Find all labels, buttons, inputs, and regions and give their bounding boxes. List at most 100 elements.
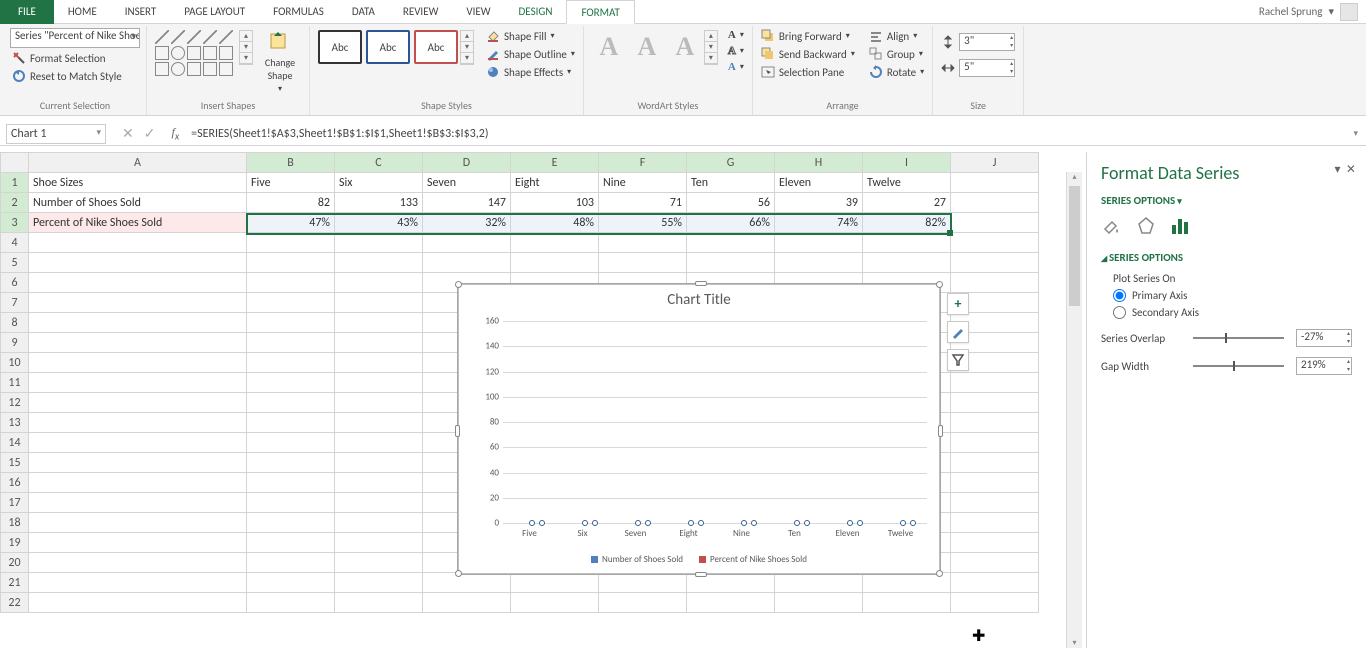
legend-item[interactable]: Number of Shoes Sold bbox=[591, 554, 683, 565]
shape-fill-button[interactable]: Shape Fill▾ bbox=[484, 28, 577, 44]
tab-design[interactable]: DESIGN bbox=[505, 0, 567, 24]
group-arrange: Bring Forward▾ Send Backward▾ Selection … bbox=[753, 26, 933, 115]
name-box[interactable]: Chart 1 bbox=[6, 124, 106, 144]
shape-style-preset[interactable]: Abc bbox=[318, 30, 362, 64]
group-label: WordArt Styles bbox=[590, 97, 746, 113]
chart-element-dropdown[interactable]: Series "Percent of Nike Shoes Sold" bbox=[10, 28, 140, 48]
effects-icon[interactable] bbox=[1135, 215, 1157, 237]
text-fill-button[interactable]: A▾ bbox=[726, 28, 746, 42]
tab-format[interactable]: FORMAT bbox=[566, 0, 634, 24]
change-shape-button[interactable]: Change Shape▾ bbox=[257, 28, 303, 96]
pane-section-header[interactable]: SERIES OPTIONS bbox=[1101, 251, 1352, 264]
rotate-button[interactable]: Rotate▾ bbox=[867, 64, 926, 80]
change-shape-icon bbox=[268, 30, 292, 54]
send-backward-icon bbox=[761, 47, 775, 61]
tab-file[interactable]: FILE bbox=[0, 0, 54, 24]
cursor-icon: ✚ bbox=[972, 626, 988, 642]
overlap-label: Series Overlap bbox=[1101, 332, 1181, 345]
plot-on-label: Plot Series On bbox=[1113, 272, 1352, 285]
shapes-gallery[interactable] bbox=[153, 28, 235, 78]
tab-page-layout[interactable]: PAGE LAYOUT bbox=[170, 0, 259, 24]
fx-icon[interactable]: fx bbox=[165, 125, 185, 142]
wordart-preset[interactable]: A bbox=[591, 29, 627, 65]
series-options-icon[interactable] bbox=[1169, 215, 1191, 237]
chart-filters-button[interactable] bbox=[947, 349, 969, 371]
group-label: Current Selection bbox=[10, 97, 140, 113]
worksheet-grid[interactable]: ABCDEFGHIJ1Shoe SizesFiveSixSevenEightNi… bbox=[0, 152, 1082, 648]
pen-icon bbox=[486, 47, 500, 61]
bring-forward-button[interactable]: Bring Forward▾ bbox=[759, 28, 857, 44]
format-selection-button[interactable]: Format Selection bbox=[10, 50, 140, 66]
format-selection-icon bbox=[12, 51, 26, 65]
tab-view[interactable]: VIEW bbox=[452, 0, 504, 24]
chart-title[interactable]: Chart Title bbox=[459, 285, 939, 315]
group-icon bbox=[869, 47, 883, 61]
expand-formula-bar[interactable]: ▾ bbox=[1345, 128, 1366, 139]
tab-review[interactable]: REVIEW bbox=[389, 0, 453, 24]
align-button[interactable]: Align▾ bbox=[867, 28, 926, 44]
group-label: Shape Styles bbox=[316, 97, 577, 113]
pane-title: Format Data Series bbox=[1101, 162, 1352, 184]
cancel-formula-icon[interactable]: ✕ bbox=[122, 125, 134, 142]
rotate-icon bbox=[869, 65, 883, 79]
group-size: 3" 5" Size bbox=[933, 26, 1024, 115]
text-effects-button[interactable]: A▾ bbox=[726, 60, 746, 74]
group-label: Arrange bbox=[759, 97, 926, 113]
gap-slider[interactable] bbox=[1193, 365, 1284, 367]
align-icon bbox=[869, 29, 883, 43]
accept-formula-icon[interactable]: ✓ bbox=[144, 125, 156, 142]
group-button[interactable]: Group▾ bbox=[867, 46, 926, 62]
width-input[interactable]: 5" bbox=[939, 58, 1017, 78]
group-insert-shapes: ▴▾▾ Change Shape▾ Insert Shapes bbox=[147, 26, 310, 115]
user-account[interactable]: Rachel Sprung▾ bbox=[1251, 3, 1366, 21]
group-label: Size bbox=[939, 97, 1017, 113]
overlap-slider[interactable] bbox=[1193, 337, 1284, 339]
overlap-input[interactable]: -27% bbox=[1296, 329, 1352, 347]
shapes-more[interactable]: ▴▾▾ bbox=[239, 30, 253, 65]
wordart-preset[interactable]: A bbox=[629, 29, 665, 65]
legend-item[interactable]: Percent of Nike Shoes Sold bbox=[699, 554, 807, 565]
tab-data[interactable]: DATA bbox=[338, 0, 389, 24]
tab-formulas[interactable]: FORMULAS bbox=[259, 0, 338, 24]
vertical-scrollbar[interactable] bbox=[1066, 172, 1082, 648]
width-icon bbox=[941, 61, 955, 75]
height-icon bbox=[941, 35, 955, 49]
formula-bar: Chart 1 ✕ ✓ fx =SERIES(Sheet1!$A$3,Sheet… bbox=[0, 122, 1366, 146]
shape-style-preset[interactable]: Abc bbox=[366, 30, 410, 64]
pane-subtitle[interactable]: SERIES OPTIONS bbox=[1101, 194, 1352, 207]
ribbon-tabs: FILEHOMEINSERTPAGE LAYOUTFORMULASDATAREV… bbox=[0, 0, 1366, 24]
reset-style-button[interactable]: Reset to Match Style bbox=[10, 68, 140, 84]
formula-input[interactable]: =SERIES(Sheet1!$A$3,Sheet1!$B$1:$I$1,She… bbox=[185, 125, 1345, 143]
user-avatar-icon bbox=[1340, 3, 1358, 21]
chart-elements-button[interactable]: + bbox=[947, 293, 969, 315]
group-current-selection: Series "Percent of Nike Shoes Sold" Form… bbox=[4, 26, 147, 115]
fill-line-icon[interactable] bbox=[1101, 215, 1123, 237]
pane-close-button[interactable]: ▾ ✕ bbox=[1334, 162, 1356, 177]
bucket-icon bbox=[486, 29, 500, 43]
shape-style-preset[interactable]: Abc bbox=[414, 30, 458, 64]
tab-insert[interactable]: INSERT bbox=[111, 0, 171, 24]
height-input[interactable]: 3" bbox=[939, 32, 1017, 52]
selection-pane-button[interactable]: Selection Pane bbox=[759, 64, 857, 80]
tab-home[interactable]: HOME bbox=[54, 0, 111, 24]
gap-input[interactable]: 219% bbox=[1296, 357, 1352, 375]
chart-legend[interactable]: Number of Shoes Sold Percent of Nike Sho… bbox=[459, 554, 939, 565]
bring-forward-icon bbox=[761, 29, 775, 43]
wordart-preset[interactable]: A bbox=[667, 29, 703, 65]
shape-outline-button[interactable]: Shape Outline▾ bbox=[484, 46, 577, 62]
group-wordart-styles: A A A ▴▾▾ A▾ A▾ A▾ WordArt Styles bbox=[584, 26, 753, 115]
primary-axis-radio[interactable]: Primary Axis bbox=[1113, 289, 1352, 302]
ribbon: Series "Percent of Nike Shoes Sold" Form… bbox=[0, 24, 1366, 116]
group-shape-styles: Abc Abc Abc ▴▾▾ Shape Fill▾ Shape Outlin… bbox=[310, 26, 584, 115]
text-outline-button[interactable]: A▾ bbox=[726, 44, 746, 58]
format-data-series-pane: ▾ ✕ Format Data Series SERIES OPTIONS SE… bbox=[1086, 152, 1366, 648]
gap-label: Gap Width bbox=[1101, 360, 1181, 373]
send-backward-button[interactable]: Send Backward▾ bbox=[759, 46, 857, 62]
shape-effects-button[interactable]: Shape Effects▾ bbox=[484, 64, 577, 80]
wordart-more[interactable]: ▴▾▾ bbox=[704, 30, 718, 65]
group-label: Insert Shapes bbox=[153, 97, 303, 113]
chart-object[interactable]: Chart Title 020406080100120140160 FiveSi… bbox=[458, 284, 940, 574]
chart-styles-button[interactable] bbox=[947, 321, 969, 343]
shape-styles-more[interactable]: ▴▾▾ bbox=[460, 30, 474, 65]
secondary-axis-radio[interactable]: Secondary Axis bbox=[1113, 306, 1352, 319]
